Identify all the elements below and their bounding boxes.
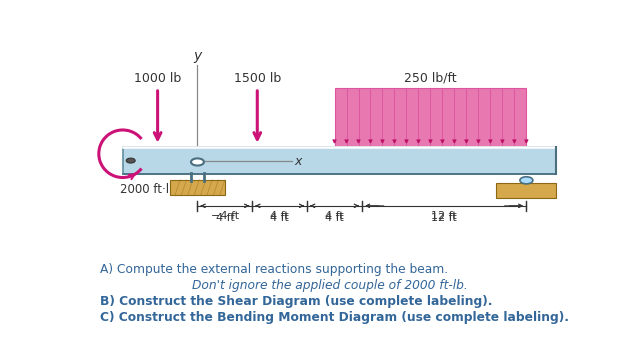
Text: 250 lb/ft: 250 lb/ft xyxy=(404,72,457,85)
Text: 4 ft: 4 ft xyxy=(215,213,234,222)
Text: A) Compute the external reactions supporting the beam.: A) Compute the external reactions suppor… xyxy=(100,263,448,276)
Text: B) Construct the Shear Diagram (use complete labeling).: B) Construct the Shear Diagram (use comp… xyxy=(100,295,493,308)
Text: 1500 lb: 1500 lb xyxy=(233,72,281,85)
Text: 1000 lb: 1000 lb xyxy=(134,72,181,85)
Text: Don't ignore the applied couple of 2000 ft-lb.: Don't ignore the applied couple of 2000 … xyxy=(192,279,467,292)
Text: 12 ft: 12 ft xyxy=(431,211,457,221)
Bar xyxy=(123,147,556,174)
Circle shape xyxy=(126,158,135,163)
Circle shape xyxy=(520,177,533,184)
Text: 2000 ft·lb: 2000 ft·lb xyxy=(120,183,177,195)
Circle shape xyxy=(191,158,204,166)
FancyBboxPatch shape xyxy=(170,180,225,195)
Text: C) Construct the Bending Moment Diagram (use complete labeling).: C) Construct the Bending Moment Diagram … xyxy=(100,311,569,324)
Text: 4 ft: 4 ft xyxy=(325,213,344,222)
Text: −4 ft: −4 ft xyxy=(211,211,239,221)
Text: 12 ft: 12 ft xyxy=(431,213,457,222)
Text: 4 ft: 4 ft xyxy=(270,213,289,222)
Text: y: y xyxy=(194,49,202,63)
Text: 4 ft: 4 ft xyxy=(325,211,344,221)
Text: 4 ft: 4 ft xyxy=(270,211,289,221)
Text: x: x xyxy=(294,155,302,168)
Bar xyxy=(334,88,527,147)
FancyBboxPatch shape xyxy=(496,183,556,198)
